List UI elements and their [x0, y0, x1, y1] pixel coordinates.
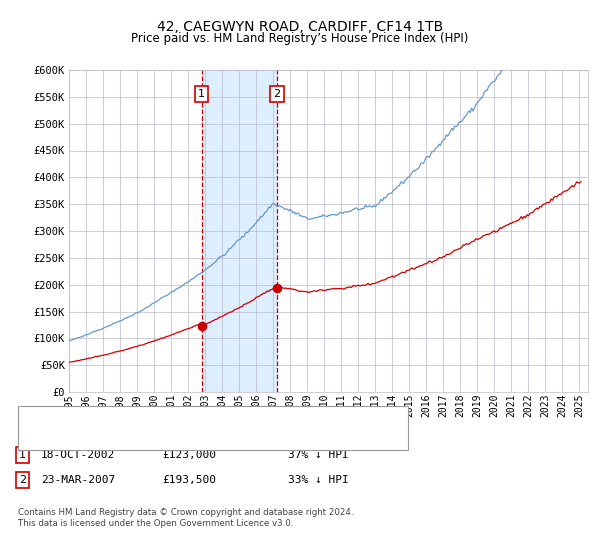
Text: £123,000: £123,000 — [162, 450, 216, 460]
Text: 1: 1 — [19, 450, 26, 460]
Bar — [202, 70, 277, 392]
Text: 33% ↓ HPI: 33% ↓ HPI — [288, 475, 349, 485]
Point — [272, 284, 281, 293]
Text: Price paid vs. HM Land Registry’s House Price Index (HPI): Price paid vs. HM Land Registry’s House … — [131, 32, 469, 45]
Text: 37% ↓ HPI: 37% ↓ HPI — [288, 450, 349, 460]
Text: ——: —— — [25, 432, 40, 445]
Text: 18-OCT-2002: 18-OCT-2002 — [41, 450, 115, 460]
Text: 23-MAR-2007: 23-MAR-2007 — [41, 475, 115, 485]
Text: 1: 1 — [198, 89, 205, 99]
Text: Contains HM Land Registry data © Crown copyright and database right 2024.
This d: Contains HM Land Registry data © Crown c… — [18, 508, 353, 528]
Text: 42, CAEGWYN ROAD, CARDIFF, CF14 1TB: 42, CAEGWYN ROAD, CARDIFF, CF14 1TB — [157, 20, 443, 34]
Text: 2: 2 — [273, 89, 280, 99]
Text: £193,500: £193,500 — [162, 475, 216, 485]
Text: 42, CAEGWYN ROAD, CARDIFF, CF14 1TB (detached house): 42, CAEGWYN ROAD, CARDIFF, CF14 1TB (det… — [51, 412, 360, 422]
Point — [197, 321, 206, 330]
Text: ——: —— — [25, 410, 40, 424]
Text: 2: 2 — [19, 475, 26, 485]
Text: HPI: Average price, detached house, Cardiff: HPI: Average price, detached house, Card… — [51, 433, 279, 444]
